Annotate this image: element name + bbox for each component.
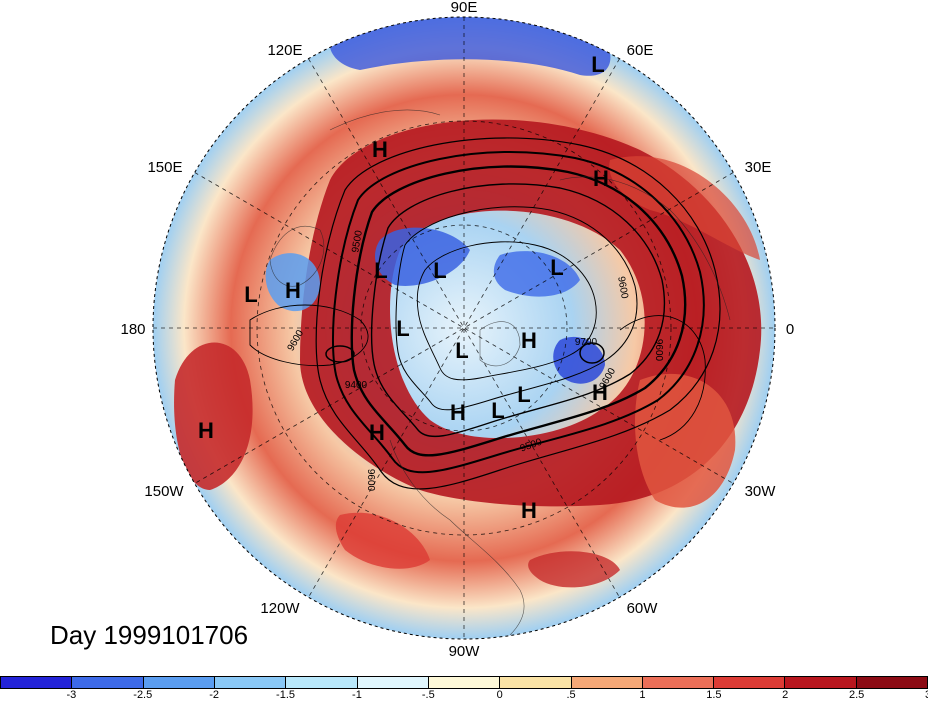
- colorbar-tick-labels: -3 -2.5 -2 -1.5 -1 -.5 0 .5 1 1.5 2 2.5 3: [0, 689, 928, 702]
- colorbar-tick: 0: [496, 689, 503, 701]
- colorbar: [0, 676, 928, 689]
- pressure-system-marker: L: [591, 52, 604, 77]
- colorbar-tick: 1: [639, 689, 646, 701]
- colorbar-tick: -2: [209, 689, 220, 701]
- inner-cold-anomaly: [493, 251, 580, 297]
- pressure-system-marker: L: [374, 258, 387, 283]
- colorbar-tick: 3: [925, 689, 928, 701]
- pressure-system-marker: L: [396, 316, 409, 341]
- longitude-label: 60E: [627, 42, 654, 59]
- longitude-label: 180: [120, 321, 145, 338]
- pressure-system-marker: L: [517, 382, 530, 407]
- colorbar-swatch: [143, 677, 215, 688]
- colorbar-tick: 2.5: [848, 689, 865, 701]
- pressure-system-marker: H: [285, 278, 301, 303]
- colorbar-swatch: [500, 677, 572, 688]
- pressure-system-marker: H: [369, 420, 385, 445]
- inner-cold-anomaly: [375, 227, 470, 286]
- colorbar-tick: 2: [782, 689, 789, 701]
- contour-value-label: 9700: [575, 337, 598, 348]
- contour-value-label: 9400: [345, 380, 368, 391]
- colorbar-tick: .5: [566, 689, 576, 701]
- atlantic-warm-blob: [635, 373, 736, 508]
- contour-value-label: 9600: [365, 469, 376, 492]
- longitude-label: 120W: [260, 600, 300, 617]
- pressure-system-marker: L: [244, 282, 257, 307]
- colorbar-swatch: [642, 677, 715, 688]
- colorbar-tick: -3: [66, 689, 77, 701]
- anomaly-field: [153, 17, 775, 639]
- south-pacific-warm: [335, 512, 430, 569]
- pressure-system-marker: L: [455, 338, 468, 363]
- colorbar-swatch: [1, 677, 73, 688]
- pressure-system-marker: H: [521, 328, 537, 353]
- longitude-label: 120E: [267, 42, 302, 59]
- height-contours: [249, 137, 721, 490]
- pressure-system-marker: L: [550, 255, 563, 280]
- colorbar-tick: -.5: [421, 689, 435, 701]
- colorbar-swatch: [571, 677, 643, 688]
- longitude-label: 30W: [745, 483, 777, 500]
- contour-value-label: 9600: [653, 339, 664, 362]
- colorbar-tick: -2.5: [133, 689, 153, 701]
- pacific-warm-blob: [174, 342, 253, 490]
- pressure-system-marker: H: [593, 166, 609, 191]
- longitude-label: 0: [786, 321, 794, 338]
- longitude-label: 90W: [449, 643, 481, 660]
- inner-cold-anomaly: [265, 253, 320, 312]
- colorbar-swatch: [286, 677, 358, 688]
- colorbar-swatch: [357, 677, 429, 688]
- pressure-system-marker: H: [198, 418, 214, 443]
- longitude-label: 30E: [745, 159, 772, 176]
- longitude-label: 150E: [147, 159, 182, 176]
- colorbar-tick: -1.5: [276, 689, 296, 701]
- pressure-system-marker: L: [491, 398, 504, 423]
- pressure-system-marker: H: [450, 400, 466, 425]
- africa-warm: [528, 551, 620, 588]
- pressure-system-marker: H: [592, 380, 608, 405]
- colorbar-swatch: [72, 677, 144, 688]
- inner-cold-anomaly: [553, 336, 605, 384]
- colorbar-swatch: [428, 677, 501, 688]
- colorbar-swatch: [785, 677, 857, 688]
- pressure-system-marker: H: [521, 498, 537, 523]
- polar-stereographic-map: 90E 60E 30E 0 30W 60W 90W 120W 150W 180 150E 120E L…: [120, 0, 794, 660]
- colorbar-tick: 1.5: [706, 689, 722, 701]
- colorbar-swatch: [856, 677, 928, 688]
- longitude-labels: 90E 60E 30E 0 30W 60W 90W 120W 150W 180 150E 120E: [120, 0, 794, 660]
- pressure-system-marker: L: [433, 258, 446, 283]
- longitude-label: 90E: [451, 0, 478, 16]
- map-border: [152, 16, 776, 640]
- colorbar-swatch: [214, 677, 287, 688]
- date-title: Day 1999101706: [50, 620, 249, 650]
- contour-value-label: 9500: [350, 229, 365, 253]
- colorbar-swatch: [714, 677, 786, 688]
- colorbar-tick: -1: [352, 689, 362, 701]
- longitude-label: 60W: [627, 600, 659, 617]
- pressure-system-marker: H: [372, 137, 388, 162]
- contour-value-label: 9600: [615, 276, 630, 300]
- longitude-label: 150W: [144, 483, 184, 500]
